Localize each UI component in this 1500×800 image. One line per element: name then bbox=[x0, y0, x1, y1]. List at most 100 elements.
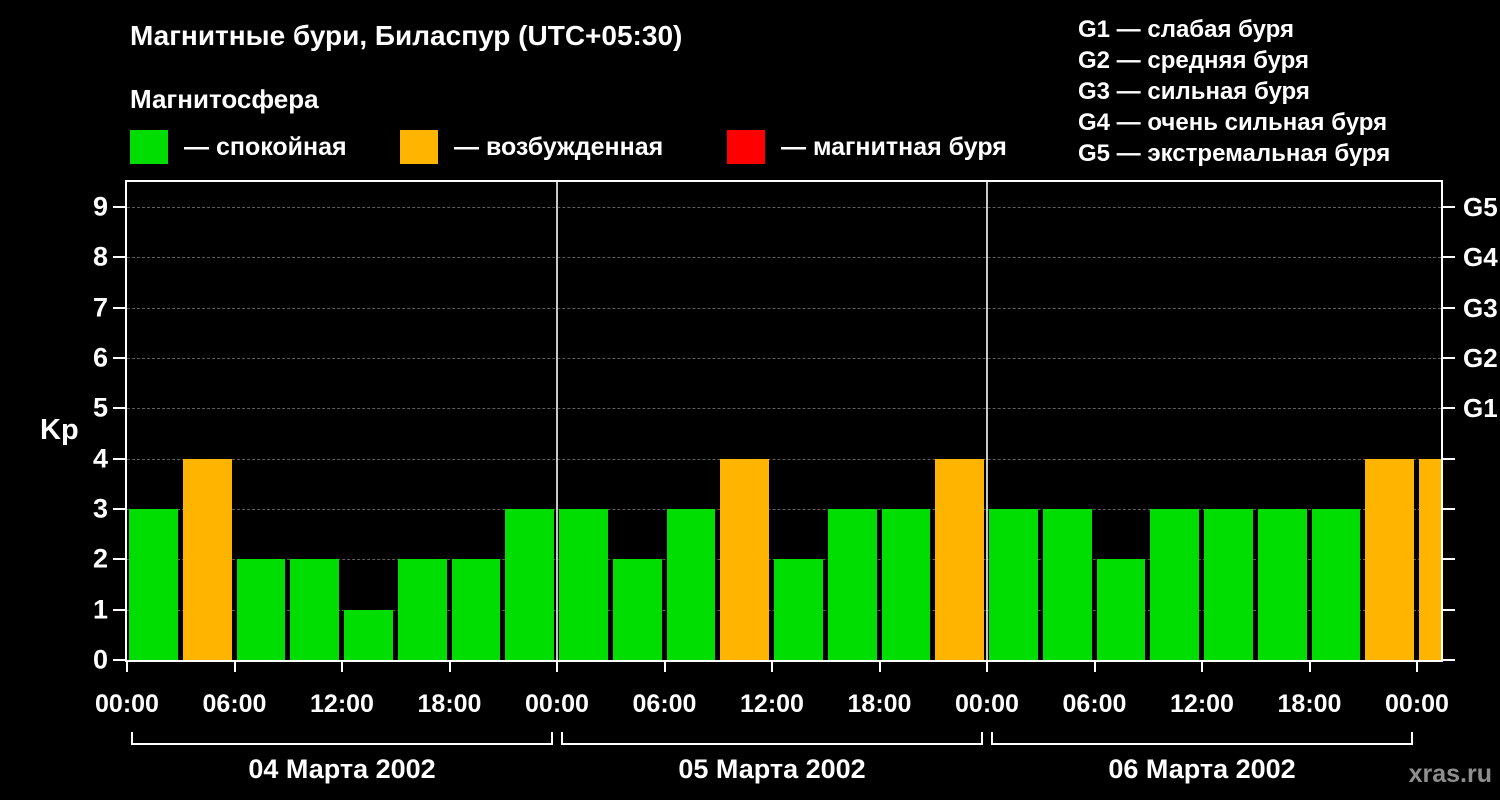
x-tick-label: 18:00 bbox=[1277, 690, 1342, 718]
y-tick-right bbox=[1443, 457, 1455, 460]
kp-bar bbox=[1042, 509, 1092, 660]
g-scale-label: G4 bbox=[1463, 242, 1498, 273]
y-tick-label: 5 bbox=[92, 392, 108, 423]
kp-bar bbox=[236, 559, 286, 660]
x-tick-label: 00:00 bbox=[955, 690, 1019, 718]
storm-legend-g2: G2 — средняя буря bbox=[1078, 47, 1309, 74]
x-tick-label: 18:00 bbox=[847, 690, 912, 718]
y-tick-right bbox=[1443, 256, 1455, 259]
y-tick-label: 6 bbox=[92, 342, 108, 373]
magnetosphere-heading: Магнитосфера bbox=[130, 84, 319, 114]
x-tick bbox=[878, 662, 881, 672]
date-label: 06 Марта 2002 bbox=[1108, 754, 1296, 784]
legend-item-quiet: — спокойная bbox=[130, 128, 347, 166]
kp-bar bbox=[1096, 559, 1146, 660]
kp-bar bbox=[1257, 509, 1307, 660]
quiet-color-swatch bbox=[130, 130, 168, 164]
kp-bar bbox=[989, 509, 1038, 660]
x-tick-label: 06:00 bbox=[632, 690, 697, 718]
x-tick bbox=[1308, 662, 1311, 672]
date-label: 04 Марта 2002 bbox=[248, 754, 436, 784]
g-scale-label: G2 bbox=[1463, 343, 1498, 374]
storm-legend-g5: G5 — экстремальная буря bbox=[1078, 140, 1391, 167]
kp-bar bbox=[881, 509, 931, 660]
kp-bar bbox=[612, 559, 662, 660]
g-scale-label: G5 bbox=[1463, 192, 1498, 223]
x-tick-label: 18:00 bbox=[417, 690, 482, 718]
y-tick bbox=[113, 457, 125, 460]
y-tick bbox=[113, 357, 125, 360]
storm-color-swatch bbox=[727, 130, 765, 164]
kp-bar bbox=[505, 509, 554, 660]
gridline bbox=[127, 458, 1441, 460]
y-tick bbox=[113, 508, 125, 511]
kp-bar bbox=[129, 509, 178, 660]
legend-label-quiet: — спокойная bbox=[184, 132, 347, 161]
g-scale-label: G1 bbox=[1463, 393, 1498, 424]
date-label: 05 Марта 2002 bbox=[678, 754, 866, 784]
gridline bbox=[127, 307, 1441, 309]
x-tick-label: 06:00 bbox=[1062, 690, 1127, 718]
storm-legend-g3: G3 — сильная буря bbox=[1078, 78, 1310, 105]
gridline bbox=[127, 408, 1441, 410]
y-tick-label: 3 bbox=[92, 493, 108, 524]
y-tick bbox=[113, 608, 125, 611]
legend-item-excited: — возбужденная bbox=[400, 128, 663, 166]
y-tick bbox=[113, 206, 125, 209]
kp-bar bbox=[827, 509, 877, 660]
x-tick bbox=[233, 662, 236, 672]
x-tick-label: 06:00 bbox=[202, 690, 267, 718]
x-tick bbox=[1093, 662, 1096, 672]
date-bracket bbox=[991, 732, 1413, 745]
plot-area bbox=[125, 180, 1443, 662]
kp-bar-partial bbox=[1419, 458, 1441, 660]
day-separator bbox=[556, 182, 558, 660]
y-tick-right bbox=[1443, 206, 1455, 209]
kp-bar bbox=[720, 458, 769, 660]
y-tick-right bbox=[1443, 508, 1455, 511]
y-tick bbox=[113, 306, 125, 309]
y-tick-label: 0 bbox=[92, 644, 108, 675]
kp-bar bbox=[774, 559, 823, 660]
storm-legend-g1: G1 — слабая буря bbox=[1078, 16, 1295, 43]
legend-label-excited: — возбужденная bbox=[454, 132, 664, 161]
y-tick-label: 7 bbox=[92, 292, 108, 323]
kp-bar bbox=[1311, 509, 1361, 660]
kp-bar bbox=[1204, 509, 1253, 660]
y-tick-label: 2 bbox=[92, 543, 108, 574]
x-tick bbox=[986, 662, 988, 672]
y-tick bbox=[113, 558, 125, 561]
kp-bar bbox=[935, 458, 984, 660]
x-tick-label: 12:00 bbox=[310, 690, 374, 718]
y-tick bbox=[113, 256, 125, 259]
day-separator bbox=[986, 182, 988, 660]
y-tick bbox=[113, 407, 125, 410]
g-scale-label: G3 bbox=[1463, 292, 1498, 323]
gridline bbox=[127, 257, 1441, 259]
x-tick bbox=[556, 662, 558, 672]
x-tick-label: 00:00 bbox=[525, 690, 589, 718]
excited-color-swatch bbox=[400, 130, 438, 164]
x-tick-label: 12:00 bbox=[1170, 690, 1234, 718]
x-tick bbox=[771, 662, 773, 672]
y-tick-right bbox=[1443, 357, 1455, 360]
y-tick-label: 1 bbox=[92, 594, 108, 625]
watermark: xras.ru bbox=[1408, 760, 1492, 788]
x-tick-label: 00:00 bbox=[1385, 690, 1449, 718]
gridline bbox=[127, 207, 1441, 209]
y-tick bbox=[113, 659, 125, 661]
y-tick-right bbox=[1443, 558, 1455, 561]
x-tick-label: 12:00 bbox=[740, 690, 804, 718]
kp-bar bbox=[666, 509, 716, 660]
y-tick-right bbox=[1443, 407, 1455, 410]
date-bracket bbox=[561, 732, 983, 745]
y-tick-label: 8 bbox=[92, 241, 108, 272]
storm-scale-legend: G1 — слабая буря G2 — средняя буря G3 — … bbox=[1078, 14, 1390, 169]
y-tick-right bbox=[1443, 659, 1455, 661]
kp-bar bbox=[397, 559, 447, 660]
legend-item-storm: — магнитная буря bbox=[727, 128, 1007, 166]
y-tick-label: 4 bbox=[92, 443, 108, 474]
kp-bar bbox=[344, 609, 393, 660]
kp-bar bbox=[290, 559, 339, 660]
kp-bar bbox=[182, 458, 232, 660]
